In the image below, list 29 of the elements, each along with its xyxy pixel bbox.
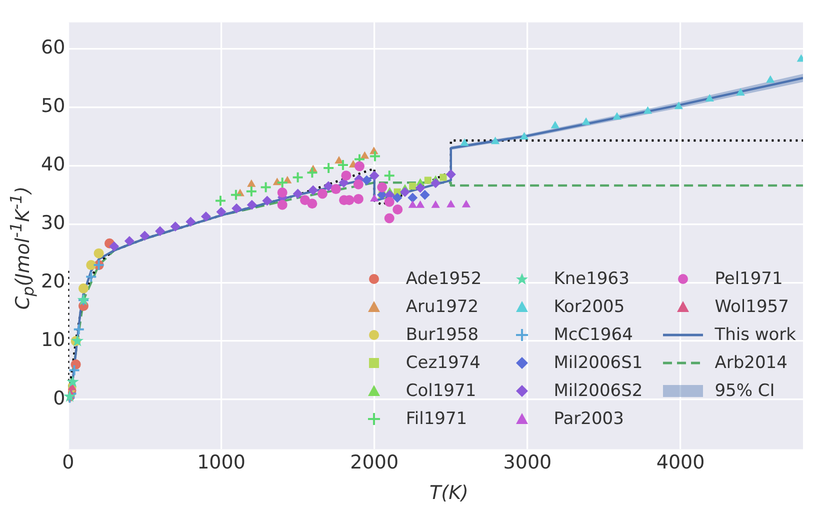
legend-label: Aru1972 xyxy=(406,297,479,317)
y-tick-label: 60 xyxy=(40,36,66,59)
legend-label: Kor2005 xyxy=(554,297,625,317)
annotation: 95% CI xyxy=(714,381,775,401)
x-tick-label: 2000 xyxy=(350,452,399,474)
legend-label: Cez1974 xyxy=(406,353,480,373)
x-tick-label: 4000 xyxy=(656,452,705,474)
y-tick-label: 30 xyxy=(40,212,66,234)
x-tick-label: 1000 xyxy=(197,452,246,474)
legend-label: Pel1971 xyxy=(714,269,783,289)
legend-label: Bur1958 xyxy=(406,325,479,345)
y-tick-label: 40 xyxy=(40,154,66,176)
legend-label: This work xyxy=(714,325,796,345)
legend-label: Fil1971 xyxy=(406,409,468,429)
y-tick-label: 0 xyxy=(53,387,66,410)
legend-label: Ade1952 xyxy=(406,269,482,289)
x-axis-title: T(K) xyxy=(428,482,470,504)
legend-label: Col1971 xyxy=(406,381,476,401)
y-tick-label: 10 xyxy=(40,328,66,351)
y-tick-label: 20 xyxy=(40,270,66,293)
x-tick-label: 3000 xyxy=(503,452,552,474)
legend-label: Kne1963 xyxy=(554,269,630,289)
legend-label: McC1964 xyxy=(554,325,633,345)
y-tick-label: 50 xyxy=(40,95,66,118)
legend-label: Arb2014 xyxy=(714,353,788,373)
legend-label: Mil2006S2 xyxy=(554,381,643,401)
legend-label: Wol1957 xyxy=(714,297,789,317)
legend-label: Par2003 xyxy=(554,409,624,429)
legend-label: Mil2006S1 xyxy=(554,353,643,373)
